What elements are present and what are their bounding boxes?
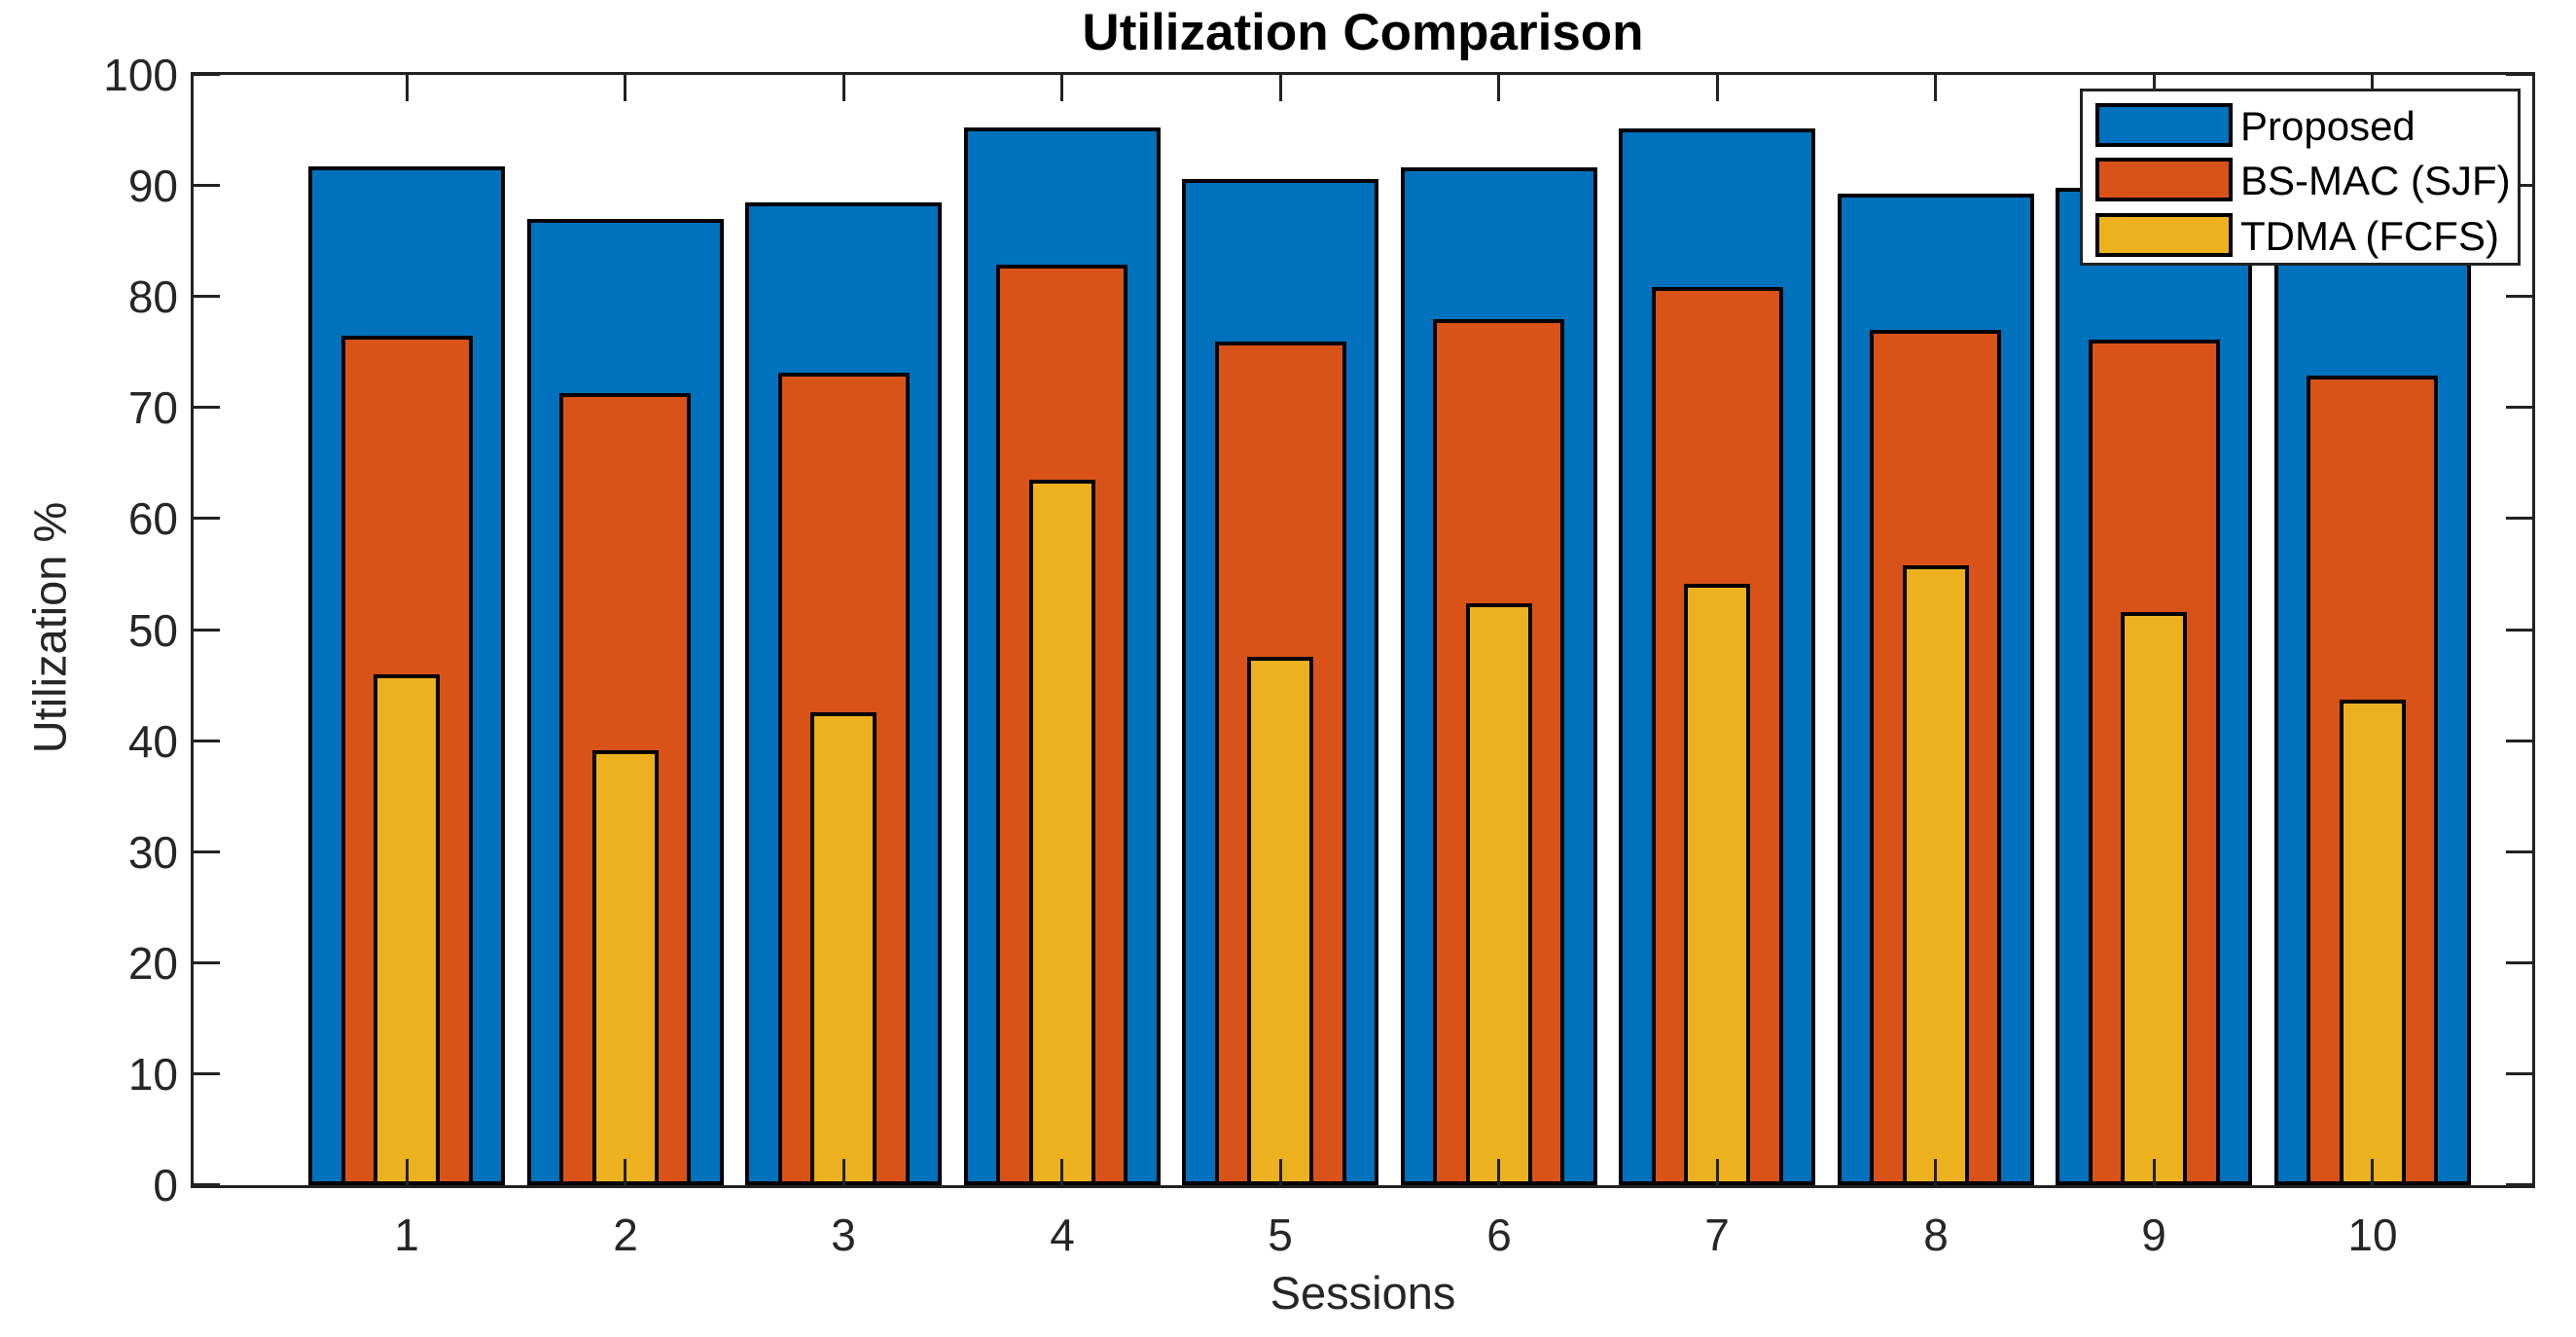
y-tick-label-70: 70	[127, 382, 178, 433]
top-x-tick-8	[1934, 75, 1937, 101]
right-y-tick-20	[2506, 961, 2532, 964]
right-y-tick-0	[2506, 1183, 2532, 1186]
x-tick-label-5: 5	[1268, 1210, 1293, 1260]
bar-tdma-fcfs-session-6	[1466, 603, 1532, 1185]
right-y-tick-10	[2506, 1072, 2532, 1075]
top-x-tick-4	[1060, 75, 1063, 101]
left-y-tick-100	[194, 73, 220, 76]
x-tick-label-4: 4	[1050, 1210, 1075, 1260]
top-x-tick-5	[1279, 75, 1282, 101]
bottom-x-tick-6	[1497, 1159, 1500, 1185]
top-x-tick-3	[842, 75, 845, 101]
bar-bs-mac-sjf-session-5	[1215, 342, 1346, 1185]
bar-tdma-fcfs-session-2	[592, 750, 659, 1185]
legend-swatch-icon	[2095, 213, 2233, 257]
bar-tdma-fcfs-session-4	[1029, 480, 1095, 1185]
legend-label: BS-MAC (SJF)	[2240, 158, 2511, 203]
legend-item-tdma-fcfs: TDMA (FCFS)	[2083, 213, 2518, 259]
bar-tdma-fcfs-session-10	[2340, 700, 2406, 1185]
bar-tdma-fcfs-session-1	[374, 674, 440, 1185]
bottom-x-tick-1	[406, 1159, 409, 1185]
bar-tdma-fcfs-session-3	[810, 712, 877, 1185]
top-x-tick-6	[1497, 75, 1500, 101]
bottom-x-tick-7	[1716, 1159, 1719, 1185]
x-tick-label-10: 10	[2347, 1210, 2398, 1260]
right-y-tick-70	[2506, 406, 2532, 409]
left-y-tick-0	[194, 1183, 220, 1186]
top-x-tick-2	[624, 75, 626, 101]
top-x-tick-10	[2371, 75, 2374, 101]
y-tick-label-20: 20	[127, 938, 178, 989]
right-y-tick-30	[2506, 850, 2532, 853]
top-x-tick-7	[1716, 75, 1719, 101]
x-tick-label-9: 9	[2141, 1210, 2166, 1260]
right-y-tick-40	[2506, 740, 2532, 742]
y-tick-label-60: 60	[127, 493, 178, 544]
bottom-x-tick-9	[2153, 1159, 2156, 1185]
right-y-tick-50	[2506, 629, 2532, 632]
bottom-x-tick-4	[1060, 1159, 1063, 1185]
y-tick-label-30: 30	[127, 827, 178, 878]
right-y-tick-80	[2506, 295, 2532, 298]
bottom-x-tick-8	[1934, 1159, 1937, 1185]
legend-swatch-icon	[2095, 158, 2233, 201]
left-y-tick-60	[194, 517, 220, 520]
left-y-tick-80	[194, 295, 220, 298]
bar-tdma-fcfs-session-7	[1684, 584, 1750, 1185]
x-tick-label-1: 1	[394, 1210, 419, 1260]
legend-label: TDMA (FCFS)	[2240, 213, 2499, 259]
x-tick-label-2: 2	[613, 1210, 638, 1260]
legend-item-bs-mac-sjf: BS-MAC (SJF)	[2083, 158, 2518, 203]
left-y-tick-40	[194, 740, 220, 742]
x-tick-label-6: 6	[1486, 1210, 1512, 1260]
bar-tdma-fcfs-session-9	[2121, 612, 2187, 1185]
top-x-tick-9	[2153, 75, 2156, 101]
x-tick-label-7: 7	[1704, 1210, 1730, 1260]
y-tick-label-80: 80	[127, 271, 178, 322]
x-axis-label: Sessions	[1270, 1267, 1456, 1319]
y-tick-label-40: 40	[127, 716, 178, 767]
y-tick-label-100: 100	[103, 50, 178, 100]
legend-item-proposed: Proposed	[2083, 103, 2518, 149]
x-tick-label-3: 3	[831, 1210, 856, 1260]
legend: Proposed BS-MAC (SJF) TDMA (FCFS)	[2080, 89, 2521, 266]
y-tick-label-90: 90	[127, 161, 178, 211]
left-y-tick-20	[194, 961, 220, 964]
right-y-tick-100	[2506, 73, 2532, 76]
right-y-tick-60	[2506, 517, 2532, 520]
bar-tdma-fcfs-session-5	[1247, 657, 1313, 1185]
bottom-x-tick-5	[1279, 1159, 1282, 1185]
x-tick-label-8: 8	[1923, 1210, 1949, 1260]
chart-title: Utilization Comparison	[1082, 4, 1644, 61]
left-y-tick-10	[194, 1072, 220, 1075]
bottom-x-tick-2	[624, 1159, 626, 1185]
left-y-tick-70	[194, 406, 220, 409]
left-y-tick-30	[194, 850, 220, 853]
y-tick-label-0: 0	[153, 1160, 178, 1211]
bottom-x-tick-3	[842, 1159, 845, 1185]
y-tick-label-50: 50	[127, 605, 178, 656]
y-tick-label-10: 10	[127, 1049, 178, 1100]
left-y-tick-50	[194, 629, 220, 632]
legend-label: Proposed	[2240, 103, 2415, 149]
legend-swatch-icon	[2095, 103, 2233, 147]
bottom-x-tick-10	[2371, 1159, 2374, 1185]
top-x-tick-1	[406, 75, 409, 101]
left-y-tick-90	[194, 184, 220, 187]
bar-tdma-fcfs-session-8	[1903, 565, 1969, 1185]
